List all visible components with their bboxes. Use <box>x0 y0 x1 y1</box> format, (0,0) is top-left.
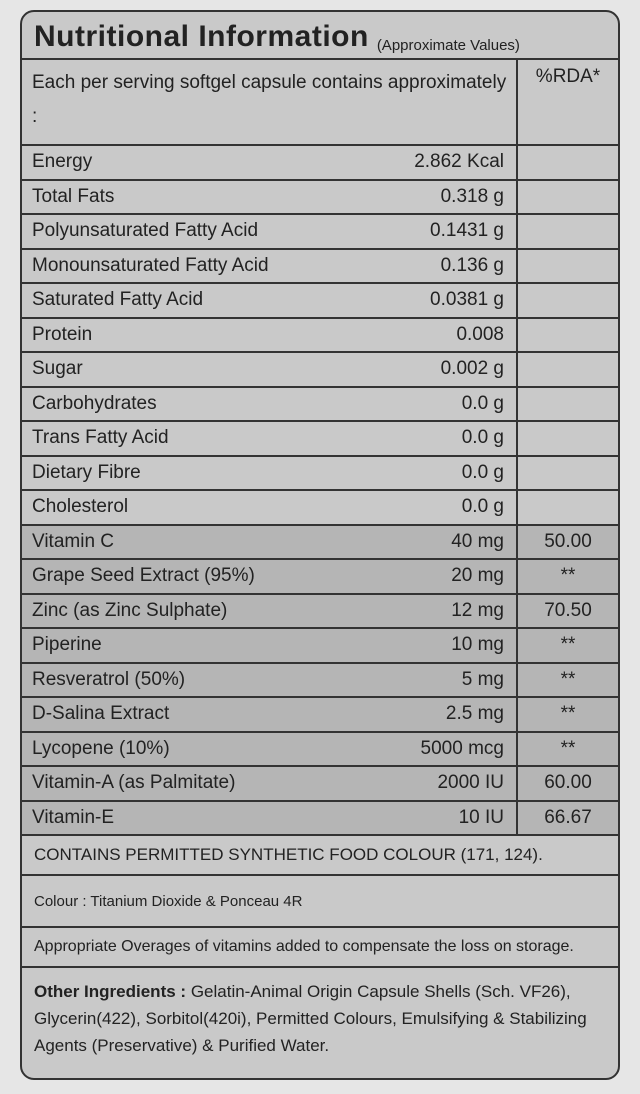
nutrient-name: Zinc (as Zinc Sulphate) <box>32 599 228 621</box>
table-row: Protein 0.008 <box>22 318 618 353</box>
table-row: Polyunsaturated Fatty Acid 0.1431 g <box>22 215 618 250</box>
nutrient-rda: 66.67 <box>544 806 592 828</box>
table-row: Saturated Fatty Acid 0.0381 g <box>22 284 618 319</box>
nutrient-amount: 0.0 g <box>368 491 518 524</box>
nutrient-amount: 5000 mcg <box>368 732 518 765</box>
nutrient-rda <box>518 319 618 352</box>
nutrient-amount: 10 mg <box>368 629 518 662</box>
nutrient-name: Piperine <box>32 634 102 656</box>
nutrient-name: Saturated Fatty Acid <box>32 289 204 311</box>
nutrient-name: Energy <box>32 151 93 173</box>
nutrient-rda: ** <box>560 634 576 656</box>
colour-warning: CONTAINS PERMITTED SYNTHETIC FOOD COLOUR… <box>22 836 618 876</box>
nutrient-rda <box>518 422 618 455</box>
ingredients-note: Other Ingredients : Gelatin-Animal Origi… <box>22 968 618 1068</box>
nutrient-amount: 0.0 g <box>368 387 518 420</box>
table-row: Vitamin-E 10 IU 66.67 <box>22 801 618 836</box>
nutrient-rda: 50.00 <box>544 530 592 552</box>
table-row: Cholesterol 0.0 g <box>22 491 618 526</box>
nutrient-name: Trans Fatty Acid <box>32 427 169 449</box>
rda-header: %RDA* <box>535 66 601 87</box>
ingredients-label: Other Ingredients : <box>34 982 187 1001</box>
nutrient-name: Vitamin-A (as Palmitate) <box>32 772 236 794</box>
nutrient-rda <box>518 181 618 214</box>
nutrient-amount: 2.862 Kcal <box>368 146 518 179</box>
title: Nutritional Information <box>34 20 369 53</box>
header-row: Each per serving softgel capsule contain… <box>22 60 618 146</box>
table-row: Energy 2.862 Kcal <box>22 146 618 181</box>
nutrient-amount: 0.008 <box>368 318 518 351</box>
nutrient-amount: 20 mg <box>368 560 518 593</box>
nutrient-name: Sugar <box>32 358 83 380</box>
nutrient-name: Vitamin-E <box>32 806 115 828</box>
nutrient-rda <box>518 491 618 524</box>
table-row: D-Salina Extract 2.5 mg ** <box>22 698 618 733</box>
nutrient-rda: ** <box>560 668 576 690</box>
nutrient-name: Polyunsaturated Fatty Acid <box>32 220 259 242</box>
nutrient-amount: 2000 IU <box>368 767 518 800</box>
overages-note: Appropriate Overages of vitamins added t… <box>22 928 618 968</box>
nutrient-rda <box>518 215 618 248</box>
nutrient-name: Vitamin C <box>32 530 115 552</box>
nutrient-rda <box>518 146 618 179</box>
nutrient-amount: 0.0 g <box>368 456 518 489</box>
nutrient-name: Protein <box>32 323 93 345</box>
table-row: Vitamin C 40 mg 50.00 <box>22 525 618 560</box>
nutrient-name: Resveratrol (50%) <box>32 668 186 690</box>
table-row: Total Fats 0.318 g <box>22 180 618 215</box>
table-row: Vitamin-A (as Palmitate) 2000 IU 60.00 <box>22 767 618 802</box>
table-row: Zinc (as Zinc Sulphate) 12 mg 70.50 <box>22 594 618 629</box>
nutrient-rda <box>518 250 618 283</box>
nutrient-amount: 2.5 mg <box>368 698 518 731</box>
colour-note: Colour : Titanium Dioxide & Ponceau 4R <box>22 876 618 928</box>
table-row: Resveratrol (50%) 5 mg ** <box>22 663 618 698</box>
table-row: Carbohydrates 0.0 g <box>22 387 618 422</box>
nutrient-rda: 60.00 <box>544 772 592 794</box>
ingredients-text: Gelatin-Animal Origin Capsule Shells (Sc… <box>34 982 587 1055</box>
table-row: Sugar 0.002 g <box>22 353 618 388</box>
nutrient-amount: 12 mg <box>368 594 518 627</box>
nutrient-name: Dietary Fibre <box>32 461 141 483</box>
title-note: (Approximate Values) <box>376 37 520 54</box>
table-row: Lycopene (10%) 5000 mcg ** <box>22 732 618 767</box>
table-row: Trans Fatty Acid 0.0 g <box>22 422 618 457</box>
nutrient-name: Total Fats <box>32 185 115 207</box>
nutrient-amount: 0.0 g <box>368 422 518 455</box>
table-row: Piperine 10 mg ** <box>22 629 618 664</box>
nutrient-name: Cholesterol <box>32 496 129 518</box>
nutrient-name: Grape Seed Extract (95%) <box>32 565 255 587</box>
nutrient-amount: 0.002 g <box>368 353 518 386</box>
table-body: Energy 2.862 Kcal Total Fats 0.318 g Polyuns… <box>22 146 618 836</box>
nutrition-panel: Nutritional Information (Approximate Val… <box>20 10 620 1080</box>
nutrient-rda <box>518 353 618 386</box>
nutrient-name: Lycopene (10%) <box>32 737 170 759</box>
nutrient-rda <box>518 284 618 317</box>
nutrient-name: Carbohydrates <box>32 392 157 414</box>
nutrient-rda: ** <box>560 737 576 759</box>
nutrient-amount: 40 mg <box>368 525 518 558</box>
nutrient-rda: ** <box>560 565 576 587</box>
nutrient-rda: ** <box>560 703 576 725</box>
title-row: Nutritional Information (Approximate Val… <box>22 12 618 60</box>
nutrient-name: Monounsaturated Fatty Acid <box>32 254 269 276</box>
serving-header: Each per serving softgel capsule contain… <box>22 60 518 144</box>
table-row: Grape Seed Extract (95%) 20 mg ** <box>22 560 618 595</box>
nutrient-amount: 0.0381 g <box>368 284 518 317</box>
nutrient-amount: 0.318 g <box>368 180 518 213</box>
table-row: Dietary Fibre 0.0 g <box>22 456 618 491</box>
table-row: Monounsaturated Fatty Acid 0.136 g <box>22 249 618 284</box>
nutrient-amount: 5 mg <box>368 663 518 696</box>
nutrient-rda <box>518 457 618 490</box>
nutrient-amount: 0.136 g <box>368 249 518 282</box>
nutrient-amount: 0.1431 g <box>368 215 518 248</box>
nutrient-name: D-Salina Extract <box>32 703 170 725</box>
nutrient-rda: 70.50 <box>544 599 592 621</box>
nutrient-amount: 10 IU <box>368 801 518 834</box>
nutrient-rda <box>518 388 618 421</box>
